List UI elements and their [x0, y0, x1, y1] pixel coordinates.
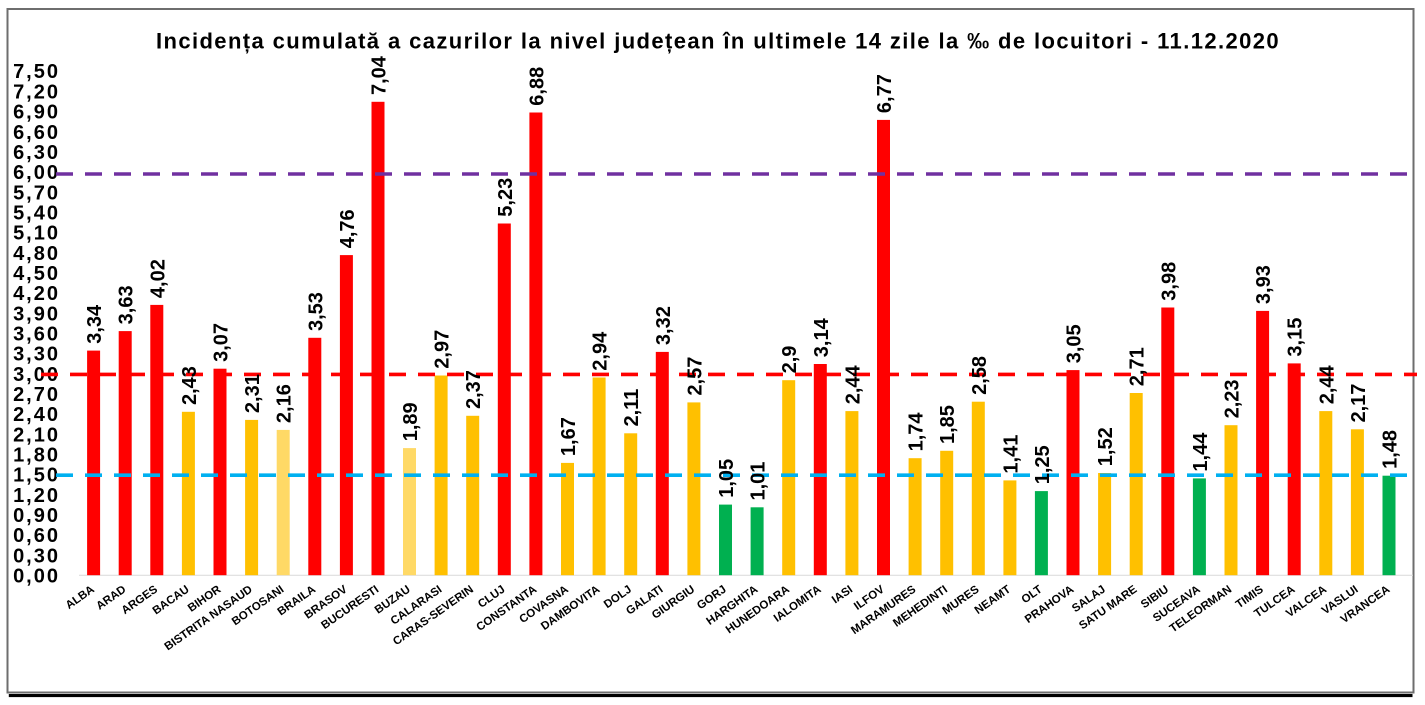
svg-text:4,20: 4,20: [13, 283, 60, 305]
svg-text:Incidența cumulată a cazurilor: Incidența cumulată a cazurilor la nivel …: [156, 29, 1280, 54]
svg-text:6,00: 6,00: [13, 162, 60, 184]
svg-text:0,00: 0,00: [13, 566, 60, 588]
svg-text:2,40: 2,40: [13, 404, 60, 426]
svg-text:2,16: 2,16: [274, 384, 296, 423]
svg-text:2,43: 2,43: [179, 366, 201, 405]
svg-text:5,10: 5,10: [13, 223, 60, 245]
svg-text:5,23: 5,23: [495, 178, 517, 217]
svg-text:3,98: 3,98: [1158, 262, 1180, 301]
svg-text:3,15: 3,15: [1285, 318, 1307, 357]
svg-text:5,70: 5,70: [13, 182, 60, 204]
svg-text:2,23: 2,23: [1222, 379, 1244, 418]
svg-text:0,30: 0,30: [13, 545, 60, 567]
svg-text:4,76: 4,76: [337, 209, 359, 248]
svg-text:2,37: 2,37: [463, 370, 485, 409]
svg-text:2,31: 2,31: [242, 374, 264, 413]
svg-text:5,40: 5,40: [13, 203, 60, 225]
svg-text:2,58: 2,58: [969, 356, 991, 395]
svg-text:1,67: 1,67: [558, 417, 580, 456]
svg-text:1,25: 1,25: [1032, 445, 1054, 484]
svg-text:0,90: 0,90: [13, 505, 60, 527]
svg-text:2,9: 2,9: [779, 346, 801, 374]
svg-text:7,20: 7,20: [13, 81, 60, 103]
svg-text:3,60: 3,60: [13, 324, 60, 346]
svg-text:1,85: 1,85: [937, 405, 959, 444]
svg-text:2,44: 2,44: [842, 364, 864, 404]
svg-text:0,60: 0,60: [13, 525, 60, 547]
svg-text:6,60: 6,60: [13, 122, 60, 144]
svg-text:1,44: 1,44: [1190, 432, 1212, 472]
svg-text:3,07: 3,07: [211, 323, 233, 362]
svg-text:1,41: 1,41: [1000, 435, 1022, 474]
svg-text:7,50: 7,50: [13, 61, 60, 83]
svg-text:6,30: 6,30: [13, 142, 60, 164]
svg-text:6,77: 6,77: [874, 74, 896, 113]
svg-text:4,80: 4,80: [13, 243, 60, 265]
svg-text:1,52: 1,52: [1095, 427, 1117, 466]
svg-text:3,30: 3,30: [13, 344, 60, 366]
svg-text:2,57: 2,57: [684, 357, 706, 396]
svg-text:3,05: 3,05: [1064, 324, 1086, 363]
svg-text:1,20: 1,20: [13, 485, 60, 507]
svg-text:1,48: 1,48: [1380, 430, 1402, 469]
svg-text:2,71: 2,71: [1127, 347, 1149, 386]
svg-text:4,02: 4,02: [147, 259, 169, 298]
svg-text:2,70: 2,70: [13, 384, 60, 406]
svg-text:3,63: 3,63: [116, 285, 138, 324]
svg-text:6,88: 6,88: [526, 67, 548, 106]
svg-text:3,93: 3,93: [1253, 265, 1275, 304]
svg-text:4,50: 4,50: [13, 263, 60, 285]
svg-text:2,17: 2,17: [1348, 384, 1370, 423]
svg-text:3,53: 3,53: [305, 292, 327, 331]
svg-text:3,90: 3,90: [13, 303, 60, 325]
svg-text:1,74: 1,74: [906, 412, 928, 452]
svg-text:2,44: 2,44: [1316, 364, 1338, 404]
svg-text:3,34: 3,34: [84, 304, 106, 344]
svg-text:3,32: 3,32: [653, 306, 675, 345]
svg-text:2,94: 2,94: [590, 331, 612, 371]
svg-text:1,05: 1,05: [716, 459, 738, 498]
svg-text:1,50: 1,50: [13, 465, 60, 487]
svg-text:2,11: 2,11: [621, 389, 643, 427]
svg-text:1,01: 1,01: [748, 462, 770, 501]
svg-text:7,04: 7,04: [369, 55, 391, 95]
svg-text:3,00: 3,00: [13, 364, 60, 386]
svg-text:2,97: 2,97: [432, 330, 454, 369]
svg-text:2,10: 2,10: [13, 424, 60, 446]
svg-text:6,90: 6,90: [13, 102, 60, 124]
svg-text:3,14: 3,14: [811, 317, 833, 357]
svg-text:1,80: 1,80: [13, 445, 60, 467]
svg-text:1,89: 1,89: [400, 402, 422, 441]
